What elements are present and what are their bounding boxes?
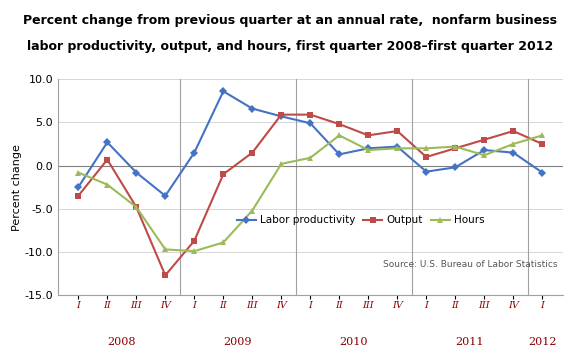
Output [220,172,227,176]
Output [510,129,517,133]
Labor productivity [394,144,401,149]
Output [191,239,198,243]
Labor productivity [336,152,343,157]
Output [278,112,285,117]
Legend: Labor productivity, Output, Hours: Labor productivity, Output, Hours [233,211,489,230]
Output [539,142,546,146]
Labor productivity [539,170,546,175]
Labor productivity [75,185,82,189]
Text: 2011: 2011 [455,337,484,347]
Labor productivity [278,114,285,118]
Text: Source: U.S. Bureau of Labor Statistics: Source: U.S. Bureau of Labor Statistics [383,260,557,269]
Output [336,122,343,126]
Hours [278,162,285,166]
Labor productivity [162,194,169,198]
Text: 2009: 2009 [223,337,252,347]
Y-axis label: Percent change: Percent change [12,144,21,231]
Output [394,129,401,133]
Hours [336,133,343,138]
Hours [452,144,459,149]
Hours [307,156,314,160]
Hours [220,240,227,245]
Text: Percent change from previous quarter at an annual rate,  nonfarm business: Percent change from previous quarter at … [23,14,557,27]
Hours [394,146,401,150]
Labor productivity [104,140,111,144]
Output [75,194,82,198]
Hours [510,142,517,146]
Output [452,146,459,150]
Hours [423,146,430,150]
Labor productivity [365,146,372,150]
Hours [539,133,546,138]
Output [133,205,140,209]
Hours [104,183,111,187]
Line: Labor productivity: Labor productivity [75,89,545,199]
Output [162,273,169,278]
Output [307,112,314,117]
Labor productivity [510,150,517,155]
Hours [133,205,140,209]
Labor productivity [249,107,256,111]
Output [481,138,488,142]
Output [365,133,372,138]
Labor productivity [220,89,227,94]
Output [249,150,256,155]
Hours [365,148,372,152]
Output [423,155,430,159]
Hours [191,249,198,253]
Labor productivity [481,148,488,152]
Text: 2012: 2012 [528,337,557,347]
Line: Output: Output [75,112,545,278]
Text: 2008: 2008 [107,337,136,347]
Hours [75,170,82,175]
Labor productivity [423,170,430,174]
Output [104,157,111,162]
Hours [481,153,488,157]
Labor productivity [191,150,198,155]
Hours [162,247,169,252]
Labor productivity [307,121,314,125]
Labor productivity [133,170,140,175]
Text: labor productivity, output, and hours, first quarter 2008–first quarter 2012: labor productivity, output, and hours, f… [27,40,553,53]
Hours [249,208,256,213]
Line: Hours: Hours [75,132,545,254]
Text: 2010: 2010 [339,337,368,347]
Labor productivity [452,165,459,170]
